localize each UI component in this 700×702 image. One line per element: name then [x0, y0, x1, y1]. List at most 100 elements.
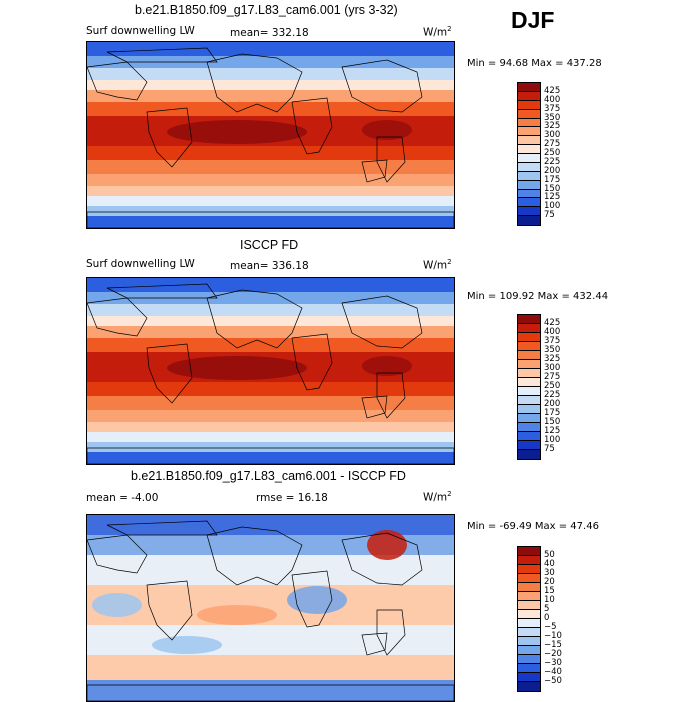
- map-band: [87, 338, 454, 352]
- colorbar-box: [518, 136, 540, 146]
- colorbar-tick-label: 0: [544, 613, 550, 623]
- colorbar-tick-label: −10: [544, 631, 562, 641]
- coastline: [361, 632, 388, 656]
- colorbar-box: [518, 574, 540, 583]
- map-anomaly: [92, 593, 142, 617]
- panel-1-map-field: [87, 42, 454, 228]
- colorbar-box: [518, 324, 540, 333]
- colorbar-box: [518, 414, 540, 423]
- map-band: [87, 146, 454, 160]
- panel-2-colorbar: [517, 314, 541, 460]
- colorbar-tick-label: 325: [544, 354, 561, 364]
- colorbar-box: [518, 369, 540, 378]
- colorbar-tick-label: 350: [544, 345, 561, 355]
- colorbar-box: [518, 315, 540, 324]
- coastline: [376, 136, 406, 183]
- panel-2-minmax: Min = 109.92 Max = 432.44: [467, 291, 609, 302]
- colorbar-tick-label: 75: [544, 444, 555, 454]
- coastline: [106, 47, 218, 63]
- coastline: [291, 570, 333, 628]
- colorbar-tick-label: −30: [544, 658, 562, 668]
- season-label: DJF: [511, 7, 555, 33]
- map-anomaly: [367, 530, 407, 560]
- colorbar-box: [518, 664, 540, 673]
- coastline: [206, 526, 303, 586]
- colorbar-tick-label: −15: [544, 640, 562, 650]
- map-anomaly: [287, 586, 347, 614]
- map-band: [87, 292, 454, 304]
- map-band: [87, 196, 454, 206]
- colorbar-tick-label: 400: [544, 94, 561, 105]
- colorbar-box: [518, 171, 540, 181]
- warm-pool: [167, 356, 307, 380]
- colorbar-box: [518, 127, 540, 137]
- colorbar-box: [518, 432, 540, 441]
- colorbar-box: [518, 387, 540, 396]
- map-band: [87, 206, 454, 216]
- warm-pool: [362, 356, 412, 376]
- panel-3-colorbar: [517, 546, 541, 692]
- colorbar-tick-label: −20: [544, 649, 562, 659]
- coastline: [376, 609, 406, 656]
- map-band: [87, 432, 454, 442]
- colorbar-box: [518, 91, 540, 101]
- colorbar-box: [518, 592, 540, 601]
- map-band: [87, 410, 454, 422]
- coastline: [146, 580, 193, 641]
- map-anomaly: [152, 636, 222, 654]
- coastline: [206, 53, 303, 113]
- colorbar-box: [518, 100, 540, 110]
- map-band: [87, 160, 454, 174]
- map-band: [87, 316, 454, 326]
- colorbar-box: [518, 405, 540, 414]
- map-band: [87, 625, 454, 655]
- panel-2-title: ISCCP FD: [240, 238, 299, 252]
- colorbar-tick-label: 100: [544, 435, 561, 445]
- colorbar-tick-label: 225: [544, 156, 561, 167]
- coastline: [341, 295, 423, 349]
- panel-2-variable: Surf downwelling LW: [86, 258, 195, 270]
- coastline: [361, 159, 388, 183]
- colorbar-box: [518, 450, 540, 459]
- map-band: [87, 90, 454, 102]
- colorbar-tick-label: 300: [544, 363, 561, 373]
- colorbar-tick-label: 150: [544, 183, 561, 194]
- colorbar-box: [518, 154, 540, 163]
- colorbar-box: [518, 333, 540, 342]
- map-band: [87, 68, 454, 80]
- colorbar-tick-label: 10: [544, 595, 555, 605]
- coastline: [146, 343, 193, 404]
- panel-1-units: W/m2: [423, 25, 452, 39]
- map-band: [87, 80, 454, 90]
- colorbar-box: [518, 583, 540, 592]
- coastline: [341, 532, 423, 586]
- colorbar-box: [518, 207, 540, 217]
- panel-3-minmax: Min = -69.49 Max = 47.46: [467, 521, 599, 532]
- colorbar-box: [518, 378, 540, 387]
- map-band: [87, 326, 454, 338]
- map-anomaly: [197, 605, 277, 625]
- colorbar-box: [518, 216, 540, 225]
- map-band: [87, 442, 454, 452]
- panel-3-map: [86, 514, 455, 702]
- colorbar-box: [518, 360, 540, 369]
- panel-3-title: b.e21.B1850.f09_g17.L83_cam6.001 - ISCCP…: [131, 469, 406, 483]
- map-band: [87, 535, 454, 555]
- colorbar-tick-label: −50: [544, 676, 562, 686]
- map-band: [87, 278, 454, 292]
- colorbar-box: [518, 441, 540, 450]
- colorbar-tick-label: 150: [544, 417, 561, 427]
- panel-1-mean: mean= 332.18: [230, 27, 309, 39]
- colorbar-box: [518, 162, 540, 172]
- colorbar-tick-label: 15: [544, 586, 555, 596]
- colorbar-box: [518, 145, 540, 154]
- colorbar-box: [518, 565, 540, 574]
- map-band: [87, 555, 454, 585]
- coastline: [291, 333, 333, 391]
- colorbar-box: [518, 619, 540, 628]
- coastline: [87, 684, 454, 701]
- map-band: [87, 382, 454, 396]
- colorbar-tick-label: 375: [544, 336, 561, 346]
- colorbar-box: [518, 646, 540, 655]
- map-band: [87, 216, 454, 228]
